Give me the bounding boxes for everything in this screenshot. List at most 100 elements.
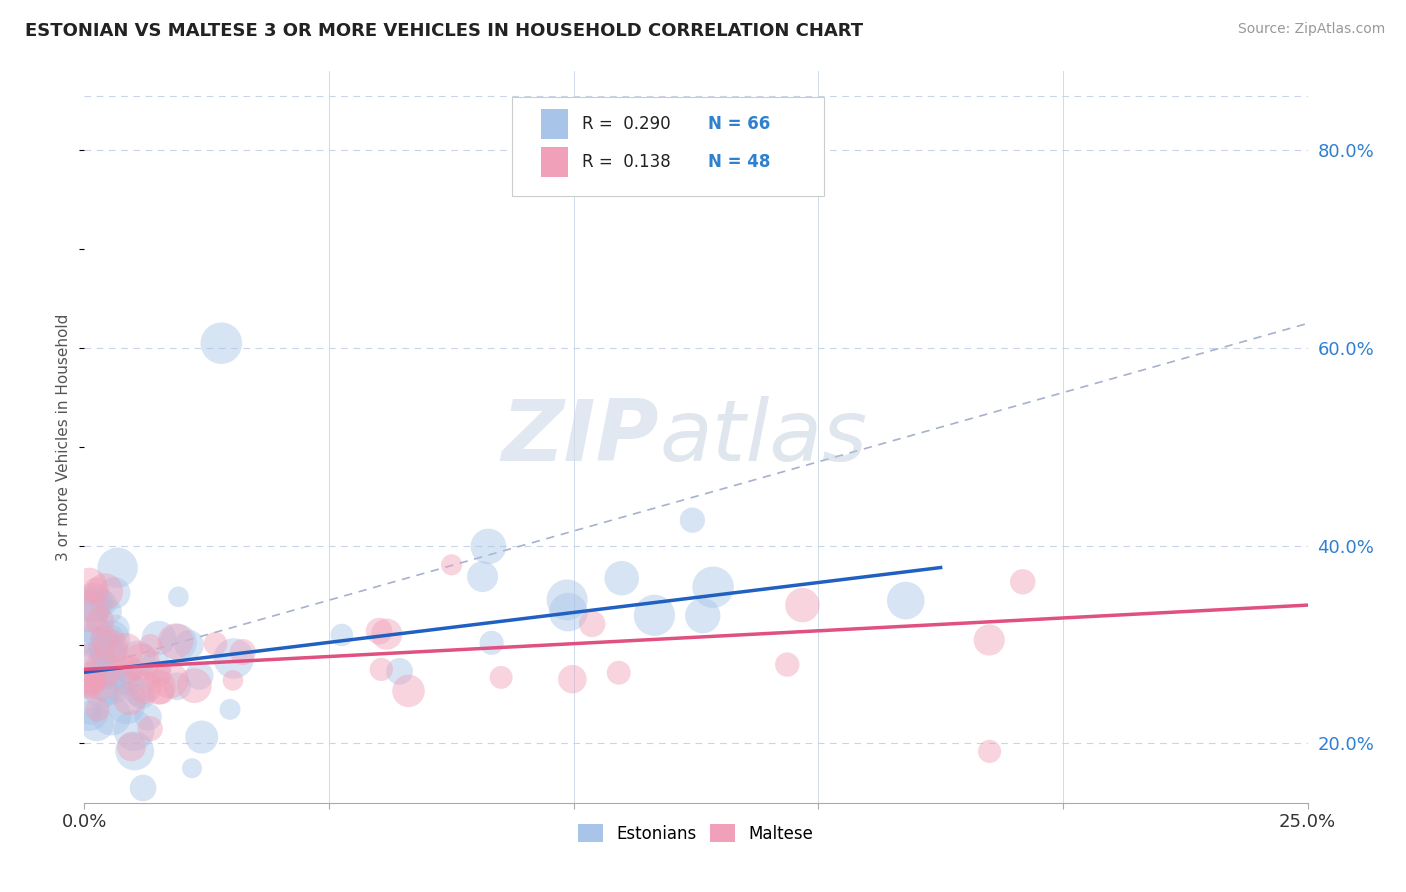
Point xyxy=(181,761,204,775)
Point xyxy=(120,739,142,754)
Point xyxy=(190,730,212,744)
Point xyxy=(375,627,398,641)
Point xyxy=(79,706,101,720)
Point xyxy=(118,691,141,706)
Point xyxy=(166,679,188,693)
Point xyxy=(82,601,104,615)
Text: ZIP: ZIP xyxy=(502,395,659,479)
Point xyxy=(222,673,245,688)
Point xyxy=(129,655,152,669)
Point xyxy=(84,675,107,690)
Point xyxy=(124,744,146,758)
Point xyxy=(100,708,122,723)
Point xyxy=(100,632,122,647)
Point xyxy=(643,608,665,623)
Point xyxy=(87,665,110,680)
Point xyxy=(165,634,187,648)
Point xyxy=(183,679,205,693)
Point xyxy=(167,590,190,604)
Point xyxy=(100,679,122,693)
FancyBboxPatch shape xyxy=(541,146,568,178)
Point xyxy=(204,637,226,651)
Point xyxy=(136,710,159,724)
Point xyxy=(83,635,105,649)
Point xyxy=(100,640,122,654)
Point xyxy=(94,641,117,656)
Point xyxy=(91,664,114,678)
Point xyxy=(330,628,353,642)
Point xyxy=(370,662,392,676)
Point xyxy=(167,635,190,649)
Point xyxy=(607,665,630,680)
Point xyxy=(117,663,139,677)
Point xyxy=(398,684,420,698)
Point xyxy=(702,580,724,594)
Point xyxy=(1011,574,1033,589)
Point xyxy=(77,675,100,690)
Point xyxy=(979,744,1001,758)
Point xyxy=(440,558,463,572)
Point xyxy=(232,645,254,659)
Legend: Estonians, Maltese: Estonians, Maltese xyxy=(572,818,820,849)
Point xyxy=(97,672,120,686)
Point xyxy=(77,578,100,592)
Point xyxy=(115,698,138,713)
Point xyxy=(481,636,503,650)
Point xyxy=(146,667,169,681)
Point xyxy=(131,688,153,702)
Point xyxy=(91,639,114,653)
Point xyxy=(894,593,917,607)
Point xyxy=(145,660,167,674)
Point xyxy=(104,622,127,636)
Point xyxy=(91,647,114,661)
Text: Source: ZipAtlas.com: Source: ZipAtlas.com xyxy=(1237,22,1385,37)
Text: R =  0.290: R = 0.290 xyxy=(582,115,671,133)
Point xyxy=(179,638,201,652)
Y-axis label: 3 or more Vehicles in Household: 3 or more Vehicles in Household xyxy=(56,313,72,561)
Point xyxy=(149,684,172,698)
Point xyxy=(122,723,145,738)
Point xyxy=(77,647,100,661)
Text: N = 48: N = 48 xyxy=(709,153,770,171)
Point xyxy=(86,702,108,716)
Text: ESTONIAN VS MALTESE 3 OR MORE VEHICLES IN HOUSEHOLD CORRELATION CHART: ESTONIAN VS MALTESE 3 OR MORE VEHICLES I… xyxy=(25,22,863,40)
Point xyxy=(561,672,583,686)
Point xyxy=(86,625,108,640)
Point xyxy=(118,673,141,688)
Point xyxy=(124,663,146,677)
Point xyxy=(222,651,245,665)
Point xyxy=(581,616,603,631)
Point xyxy=(132,780,155,795)
Point xyxy=(388,665,411,679)
Point xyxy=(114,643,136,657)
Point xyxy=(91,661,114,675)
Point xyxy=(555,593,578,607)
Point xyxy=(97,645,120,659)
Point xyxy=(104,586,127,600)
Point xyxy=(219,702,242,716)
Point xyxy=(146,680,169,694)
Point xyxy=(77,632,100,646)
Point xyxy=(110,669,132,683)
Point xyxy=(979,632,1001,647)
Text: N = 66: N = 66 xyxy=(709,115,770,133)
Point xyxy=(97,678,120,692)
Point xyxy=(107,560,129,574)
Point xyxy=(776,657,799,672)
Point xyxy=(557,605,579,619)
Point xyxy=(77,675,100,690)
Point xyxy=(134,681,156,695)
Point xyxy=(84,583,107,598)
Point xyxy=(117,673,139,688)
Point xyxy=(681,513,703,527)
Point xyxy=(89,615,111,629)
Point xyxy=(610,571,633,585)
Point xyxy=(692,608,714,623)
FancyBboxPatch shape xyxy=(541,109,568,139)
Point xyxy=(98,605,121,619)
Point xyxy=(77,672,100,686)
Point xyxy=(477,540,499,554)
Point xyxy=(792,598,814,612)
Point xyxy=(91,596,114,610)
Point xyxy=(77,704,100,718)
